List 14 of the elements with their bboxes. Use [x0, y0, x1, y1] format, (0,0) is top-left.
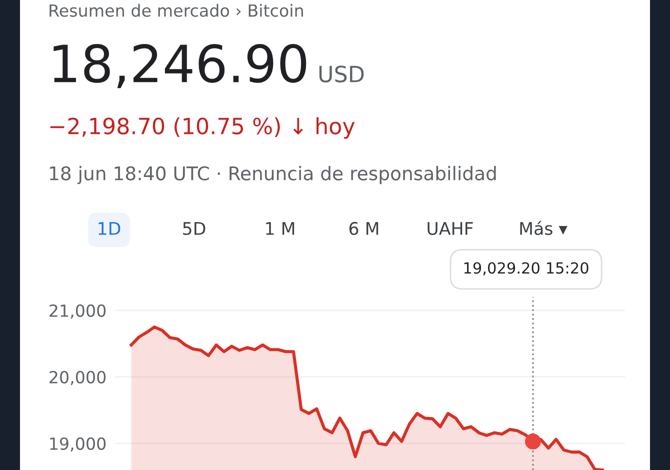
chart-subtitle: 18,246.90 USD	[54, 44, 364, 88]
text: 1 M	[266, 222, 294, 235]
text: 1D	[98, 222, 120, 235]
text: 5D	[183, 222, 206, 236]
text: 19,029.20 15:20	[464, 262, 588, 276]
y-tick-label: 20,000	[50, 370, 106, 386]
y-tick-label: 21,000	[50, 304, 106, 319]
text: UAHF	[428, 222, 473, 236]
chart-title: Resumen de mercado › Bitcoin	[50, 4, 303, 17]
text: 18 jun 18:40 UTC · Renuncia de responsabilidad	[50, 166, 496, 184]
text: −2,198.70 (10.75 %) ↓ hoy	[50, 117, 355, 139]
text: 6 M	[349, 222, 378, 236]
text: Más ▾	[520, 220, 568, 236]
y-tick-label: 19,000	[50, 437, 106, 452]
